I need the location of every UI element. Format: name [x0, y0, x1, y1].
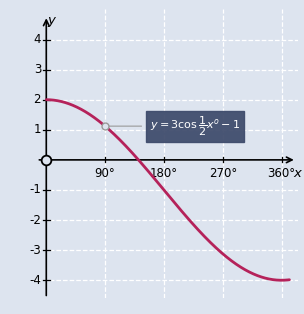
Text: 270°: 270°: [209, 167, 237, 181]
Text: x: x: [293, 167, 301, 181]
Text: 4: 4: [33, 33, 41, 46]
Text: -1: -1: [29, 183, 41, 197]
Text: 180°: 180°: [150, 167, 178, 181]
Text: -4: -4: [29, 274, 41, 287]
Text: -2: -2: [29, 214, 41, 227]
Text: -3: -3: [29, 244, 41, 257]
Text: 90°: 90°: [95, 167, 116, 181]
Text: $y = 3\cos\dfrac{1}{2}x^{o} - 1$: $y = 3\cos\dfrac{1}{2}x^{o} - 1$: [150, 114, 240, 138]
Text: y: y: [48, 14, 55, 27]
Text: 2: 2: [33, 93, 41, 106]
Text: 3: 3: [34, 63, 41, 76]
Text: 1: 1: [33, 123, 41, 136]
Text: 360°: 360°: [268, 167, 296, 181]
